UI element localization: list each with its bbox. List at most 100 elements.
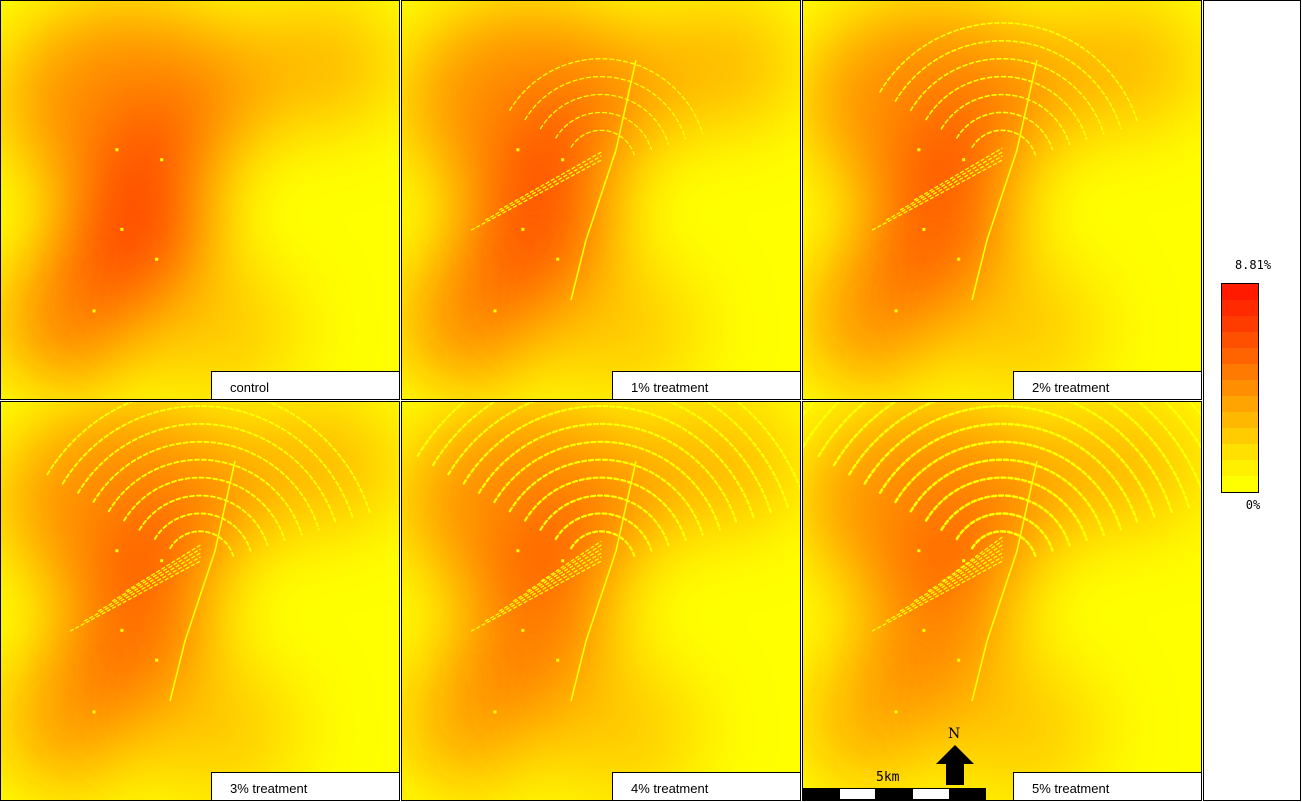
treatment-streak xyxy=(498,151,602,211)
north-arrow-icon xyxy=(936,745,974,785)
legend-swatch xyxy=(1222,396,1258,412)
speckle xyxy=(962,559,966,563)
heat-blob xyxy=(630,402,800,532)
speckle xyxy=(516,148,520,152)
north-label: N xyxy=(948,726,961,742)
treatment-arc xyxy=(940,494,1071,547)
legend-swatch xyxy=(1222,316,1258,332)
treatment-arc xyxy=(817,402,1201,492)
speckle xyxy=(493,309,497,313)
treatment-streak xyxy=(899,552,1003,612)
speckle xyxy=(561,559,565,563)
treatment-arc xyxy=(539,93,670,145)
treatment-arc xyxy=(970,530,1037,558)
treatment-arc xyxy=(509,58,704,135)
treatment-streak xyxy=(885,155,1003,221)
map-panel-2pct: 2% treatment xyxy=(802,0,1202,400)
speckle xyxy=(92,309,96,313)
treatment-streak xyxy=(111,548,201,602)
treatment-streak xyxy=(899,151,1003,211)
treatment-arc xyxy=(61,405,354,520)
legend-max-label: 8.81% xyxy=(1234,258,1272,272)
treatment-arc xyxy=(107,458,303,536)
speckle xyxy=(561,158,565,162)
speckle xyxy=(516,549,520,553)
heat-blob xyxy=(402,249,542,390)
treatment-arc xyxy=(447,402,773,515)
speckle xyxy=(155,658,159,662)
treatment-pattern xyxy=(416,402,800,702)
treatment-pattern xyxy=(803,402,1201,702)
treatment-arc xyxy=(863,404,1157,521)
treatment-arc xyxy=(46,402,372,515)
scale-bar-label: 5km xyxy=(876,770,900,785)
speckle xyxy=(894,710,898,714)
treatment-arc xyxy=(570,129,635,156)
treatment-line xyxy=(570,59,637,301)
treatment-arc xyxy=(848,402,1174,515)
treatment-streak xyxy=(941,540,1003,582)
treatment-line xyxy=(971,460,1038,702)
speckle xyxy=(521,628,525,632)
treatment-line xyxy=(570,460,637,702)
speckle xyxy=(92,710,96,714)
heat-blob xyxy=(1031,1,1201,131)
treatment-pattern xyxy=(46,402,372,702)
speckle xyxy=(957,658,961,662)
treatment-streak xyxy=(484,556,602,622)
heat-blob xyxy=(942,259,1102,399)
map-panel-1pct: 1% treatment xyxy=(401,0,801,400)
speckles xyxy=(92,148,164,313)
treatment-streak xyxy=(471,560,602,632)
heat-blob xyxy=(140,660,300,800)
heat-blob xyxy=(630,1,800,131)
speckle xyxy=(917,148,921,152)
map-panel-5pct: 5% treatment xyxy=(802,401,1202,801)
speckle xyxy=(556,658,560,662)
treatment-streak xyxy=(927,544,1003,592)
scale-segment xyxy=(875,788,913,800)
treatment-line xyxy=(971,59,1038,301)
heat-blob xyxy=(229,1,399,131)
treatment-arc xyxy=(878,422,1140,526)
heatmap-3pct xyxy=(1,402,399,800)
treatment-arc xyxy=(956,111,1054,151)
treatment-arc xyxy=(169,530,235,557)
treatment-streak xyxy=(955,536,1003,572)
speckle xyxy=(957,257,961,261)
treatment-arc xyxy=(955,512,1054,552)
treatment-arc xyxy=(138,494,269,547)
treatment-arc xyxy=(123,476,286,541)
treatment-arc xyxy=(925,75,1088,140)
heat-blob xyxy=(100,90,210,151)
heat-blob xyxy=(541,259,701,399)
treatment-streak xyxy=(913,147,1003,201)
treatment-arc xyxy=(924,476,1088,542)
treatment-arc xyxy=(477,422,739,526)
speckles xyxy=(92,549,164,714)
heat-blob xyxy=(229,402,399,532)
panel-label-5pct: 5% treatment xyxy=(1013,772,1201,800)
treatment-arc xyxy=(570,530,636,557)
treatment-arc xyxy=(894,40,1122,130)
legend-swatch xyxy=(1222,348,1258,364)
treatment-arc xyxy=(803,402,1201,450)
treatment-pattern xyxy=(872,22,1139,301)
speckle xyxy=(115,148,119,152)
map-panel-4pct: 4% treatment xyxy=(401,401,801,801)
heatmap-control xyxy=(1,1,399,399)
treatment-streak xyxy=(872,560,1003,632)
treatment-streak xyxy=(512,548,602,602)
scale-segment xyxy=(839,788,876,800)
treatment-streak xyxy=(484,155,602,221)
heat-blob xyxy=(541,660,701,800)
treatment-arc xyxy=(539,494,670,547)
panel-label-1pct: 1% treatment xyxy=(612,371,800,399)
speckle xyxy=(521,227,525,231)
color-ramp-legend xyxy=(1221,283,1259,493)
heat-blob xyxy=(402,650,542,791)
treatment-streak xyxy=(540,540,602,582)
treatment-streak xyxy=(498,552,602,612)
treatment-arc xyxy=(493,440,721,531)
treatment-arc xyxy=(555,111,653,151)
